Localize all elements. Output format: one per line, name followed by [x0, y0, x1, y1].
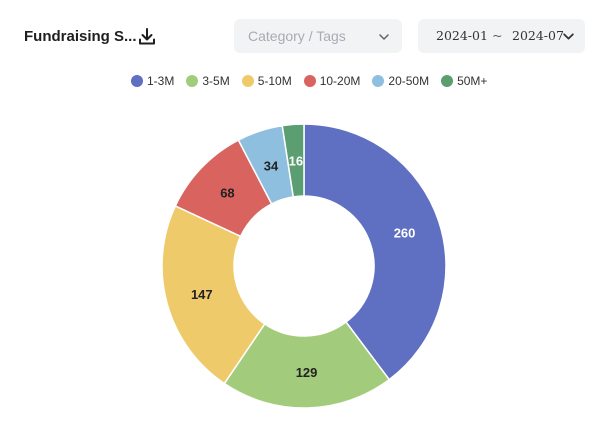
- legend-item-20-50m[interactable]: 20-50M: [372, 74, 429, 88]
- chart-title: Fundraising S...: [24, 28, 137, 45]
- legend-swatch: [186, 75, 199, 87]
- slice-1-3m[interactable]: [303, 123, 447, 381]
- data-label: 34: [264, 158, 279, 173]
- date-separator: ~: [492, 28, 503, 43]
- chart-legend: 1-3M 3-5M 5-10M 10-20M 20-50M 50M+: [131, 73, 487, 89]
- legend-swatch: [241, 75, 254, 87]
- legend-swatch: [372, 75, 385, 87]
- category-select[interactable]: Category / Tags: [234, 19, 402, 53]
- legend-label: 3-5M: [202, 74, 230, 88]
- slice-5-10m[interactable]: [161, 204, 266, 385]
- legend-swatch: [131, 75, 143, 87]
- legend-label: 10-20M: [319, 74, 361, 88]
- date-end[interactable]: 2024-07: [512, 28, 564, 43]
- download-icon[interactable]: [136, 26, 158, 48]
- category-placeholder: Category / Tags: [248, 28, 346, 44]
- chevron-down-icon: [378, 30, 390, 46]
- legend-item-1-3m[interactable]: 1-3M: [131, 74, 174, 88]
- data-label: 129: [296, 365, 318, 380]
- slice-3-5m[interactable]: [223, 320, 391, 409]
- legend-label: 5-10M: [257, 74, 292, 88]
- legend-swatch: [303, 75, 316, 87]
- date-range-picker[interactable]: 2024-01 ~ 2024-07: [418, 19, 585, 53]
- legend-label: 1-3M: [147, 74, 175, 88]
- chevron-down-icon: [562, 30, 575, 46]
- data-label: 68: [220, 186, 234, 201]
- legend-item-50m-[interactable]: 50M+: [441, 74, 487, 88]
- slice-50m-[interactable]: [281, 123, 305, 198]
- legend-swatch: [441, 75, 454, 87]
- date-start[interactable]: 2024-01: [436, 28, 488, 43]
- data-label: 147: [191, 287, 213, 302]
- data-label: 16: [289, 153, 303, 168]
- legend-item-3-5m[interactable]: 3-5M: [186, 74, 230, 88]
- data-label: 260: [394, 225, 416, 240]
- legend-label: 50M+: [457, 74, 488, 88]
- legend-label: 20-50M: [388, 74, 430, 88]
- legend-item-5-10m[interactable]: 5-10M: [241, 74, 292, 88]
- legend-item-10-20m[interactable]: 10-20M: [303, 74, 361, 88]
